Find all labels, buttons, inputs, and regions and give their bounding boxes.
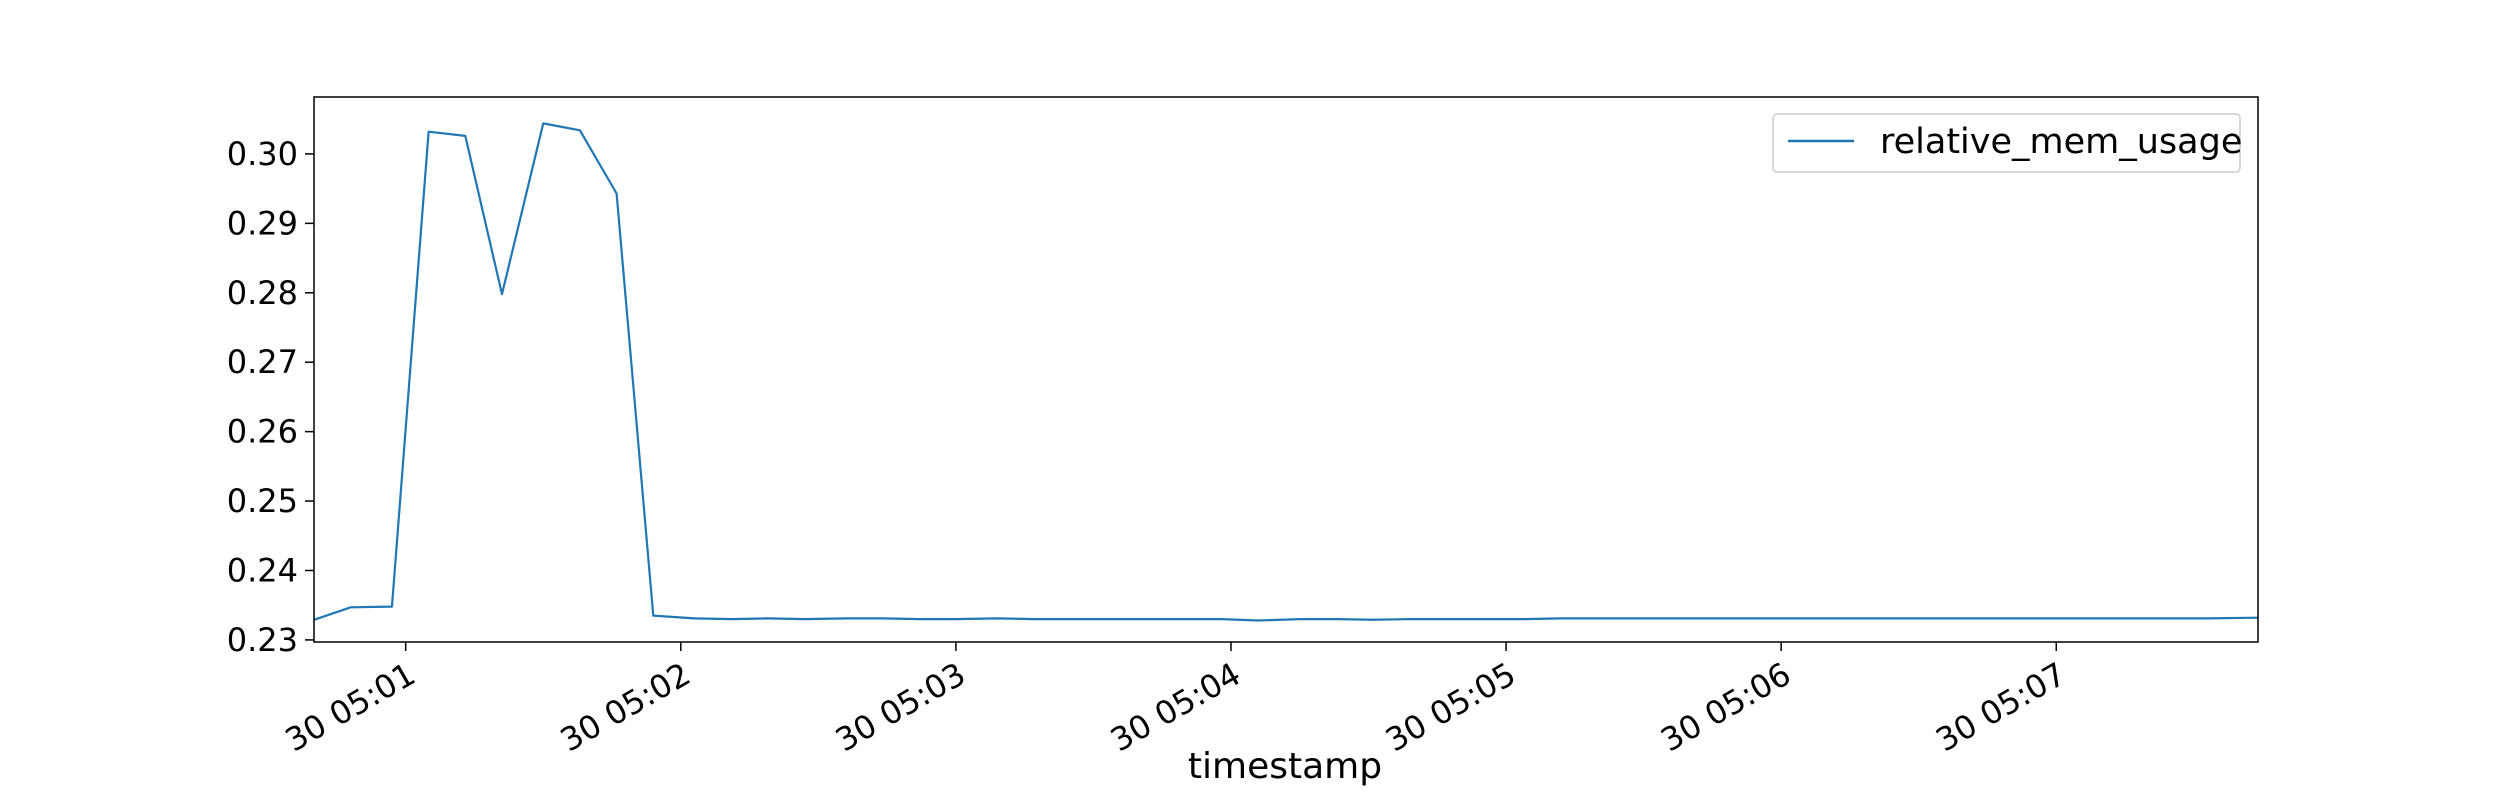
legend-box [1772,113,2241,173]
plot-frame [313,96,2259,643]
plot-area [313,122,2259,622]
x-axis-title: timestamp [1188,746,1382,787]
y-tick-label: 0.25 [227,482,298,520]
legend[interactable]: relative_mem_usage [1772,113,2242,173]
y-axis: 0.23 0.24 0.25 0.26 0.27 0.28 0.29 0.30 [227,135,314,659]
y-tick-label: 0.30 [227,135,298,173]
y-tick-label: 0.29 [227,204,298,242]
y-tick-label: 0.27 [227,343,298,381]
y-tick-label: 0.24 [227,551,298,589]
legend-label: relative_mem_usage [1880,122,2242,162]
y-tick-label: 0.26 [227,413,298,451]
y-tick-label: 0.28 [227,274,298,312]
y-tick-label: 0.23 [227,621,298,659]
series-line-relative-mem-usage [313,122,2259,622]
